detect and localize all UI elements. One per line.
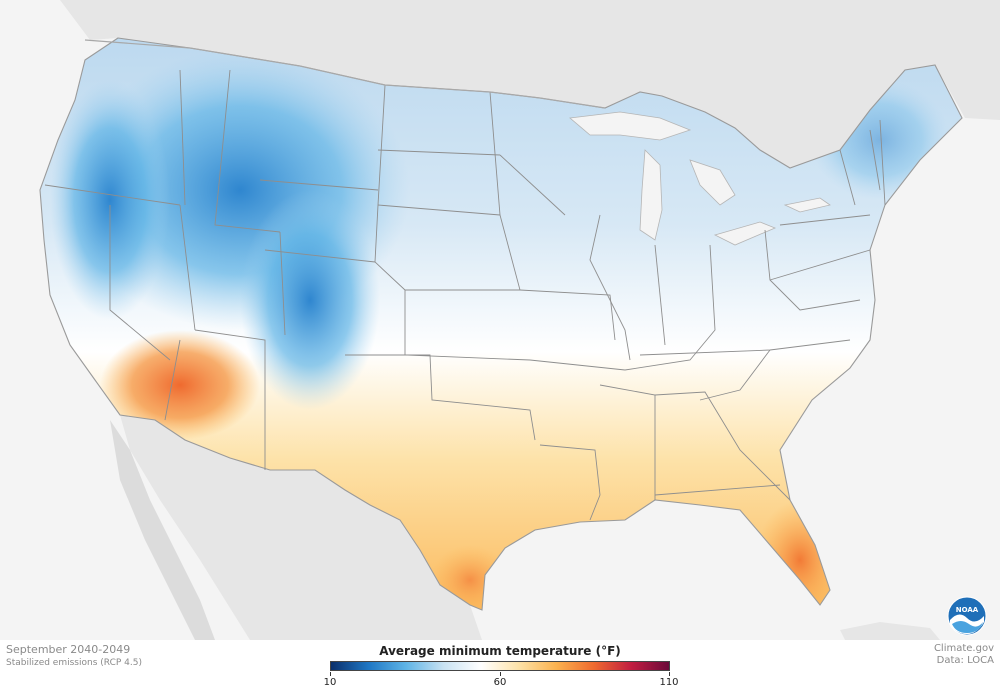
map-area: NOAA	[39, 0, 1000, 640]
period-label: September 2040-2049	[6, 643, 131, 656]
legend-tick-mid	[500, 672, 501, 676]
credit-label: Climate.gov	[933, 643, 994, 654]
noaa-logo-text: NOAA	[956, 606, 979, 614]
legend-tick-max	[669, 672, 670, 676]
legend-color-bar	[330, 661, 670, 671]
baja-california	[110, 420, 215, 640]
noaa-logo: NOAA	[947, 596, 987, 636]
state-borders	[39, 37, 963, 611]
map-footer: September 2040-2049 Stabilized emissions…	[0, 640, 1000, 690]
mexico-landmass	[120, 415, 482, 640]
legend-tick-min	[330, 672, 331, 676]
legend-label-min: 10	[323, 677, 337, 688]
legend-title: Average minimum temperature (°F)	[379, 644, 621, 658]
temperature-map	[39, 0, 1000, 640]
legend-label-mid: 60	[493, 677, 507, 688]
scenario-label: Stabilized emissions (RCP 4.5)	[6, 658, 142, 668]
canada-landmass	[60, 0, 1000, 168]
cuba	[840, 622, 940, 640]
great-lakes	[569, 111, 831, 246]
legend-label-max: 110	[659, 677, 679, 688]
data-source-label: Data: LOCA	[936, 655, 994, 666]
